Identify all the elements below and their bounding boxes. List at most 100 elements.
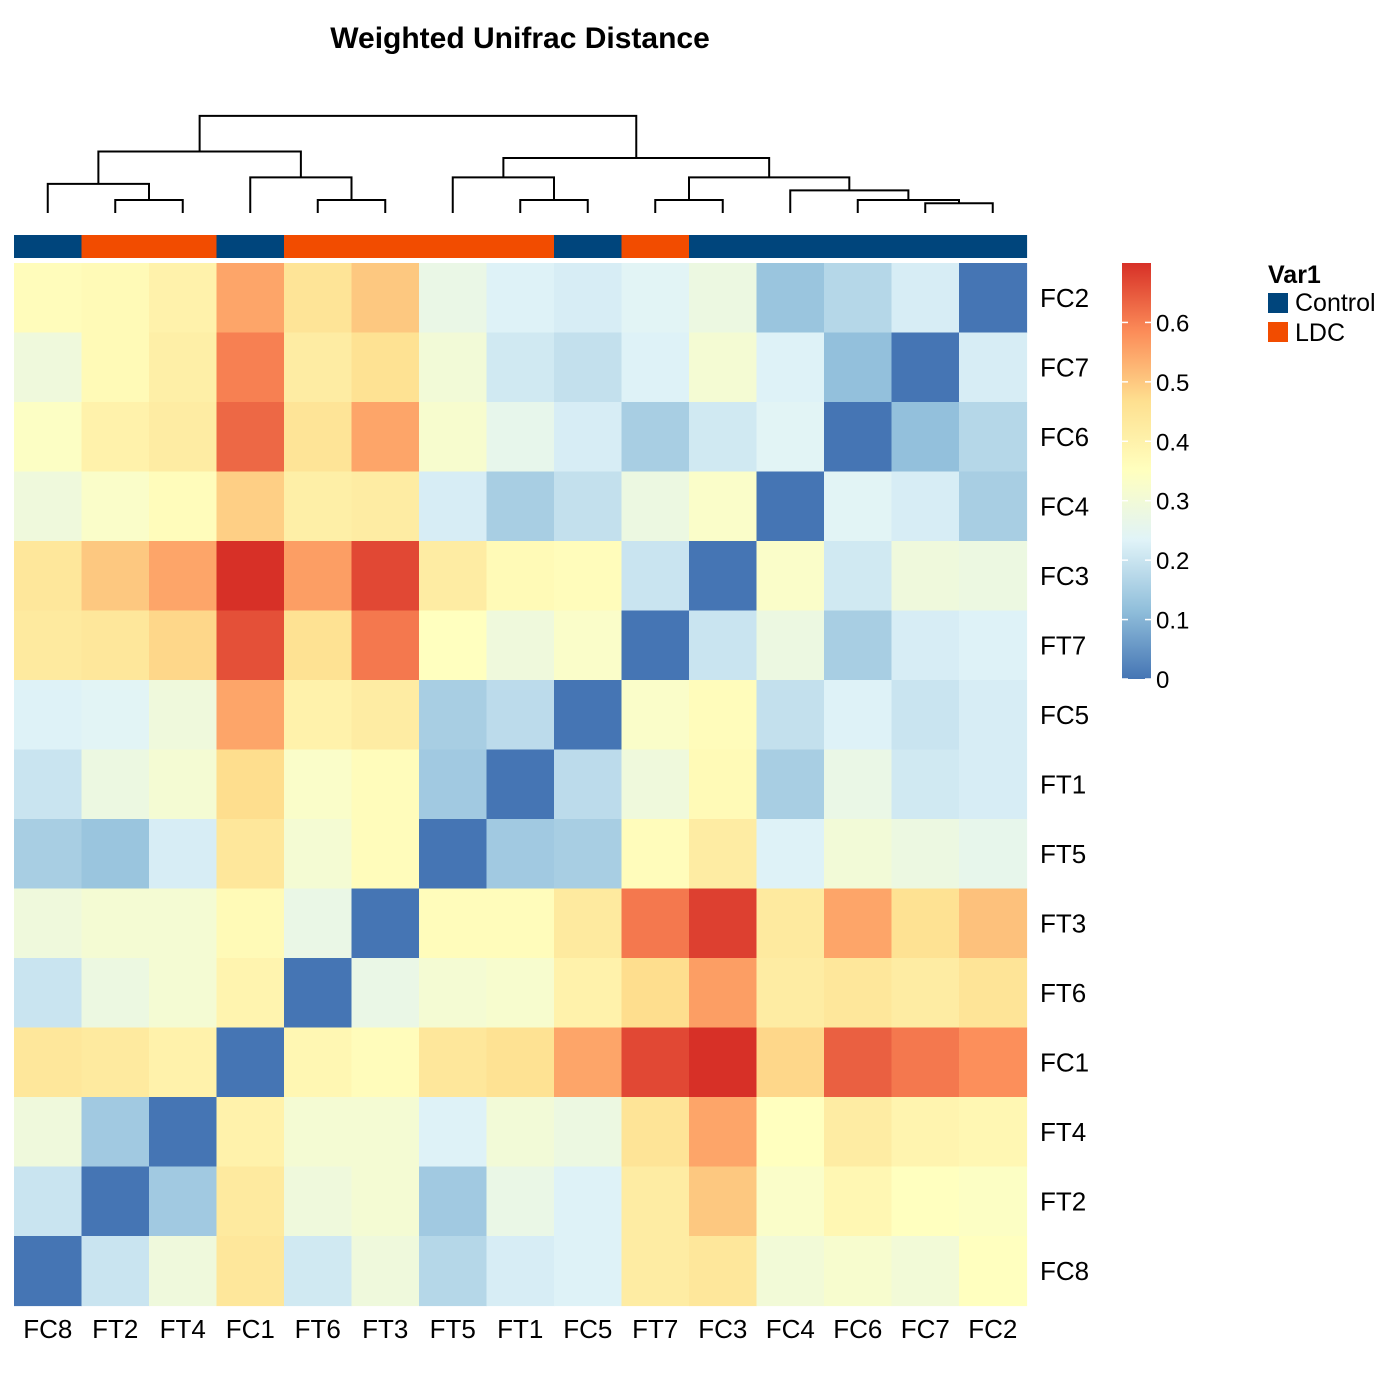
heatmap-cell <box>824 402 893 473</box>
heatmap-cell <box>756 680 825 751</box>
heatmap-cell <box>756 610 825 681</box>
heatmap-cell <box>149 610 218 681</box>
dendrogram-branch <box>856 199 960 213</box>
heatmap-cell <box>81 471 150 542</box>
heatmap-cell <box>284 888 353 959</box>
dendrogram-branch <box>654 199 724 213</box>
heatmap-cell <box>284 1097 353 1168</box>
heatmap-cell <box>14 888 83 959</box>
row-labels: FC2 FC7 FC6 FC4 FC3 FT7 FC5 FT1 FT5 FT3 FT6 FC1 FT4 F… <box>1040 283 1089 1286</box>
heatmap-cell <box>216 1166 285 1237</box>
heatmap-cell <box>959 680 1028 751</box>
heatmap-cell <box>486 1166 555 1237</box>
heatmap-cell <box>486 958 555 1029</box>
heatmap-cell <box>351 958 420 1029</box>
column-label: FC7 <box>901 1314 950 1344</box>
color-scale-legend: 0 0.1 0.2 0.3 0.4 0.5 0.6 <box>1122 263 1189 694</box>
heatmap-cell <box>216 402 285 473</box>
column-label: FC4 <box>766 1314 815 1344</box>
dendrogram-branch <box>97 150 302 184</box>
heatmap-cell <box>81 749 150 820</box>
heatmap-cell <box>351 680 420 751</box>
heatmap-cell <box>959 541 1028 612</box>
heatmap-cell <box>149 1097 218 1168</box>
heatmap-cell <box>419 541 488 612</box>
heatmap-cell <box>756 749 825 820</box>
heatmap-cell <box>891 471 960 542</box>
heatmap-cell <box>419 471 488 542</box>
heatmap-cell <box>824 958 893 1029</box>
heatmap-cell <box>621 541 690 612</box>
heatmap-cell <box>486 402 555 473</box>
heatmap-cell <box>14 680 83 751</box>
legend-label-control: Control <box>1295 289 1376 317</box>
heatmap-cell <box>419 958 488 1029</box>
heatmap-cell <box>149 471 218 542</box>
heatmap-cell <box>14 1097 83 1168</box>
heatmap-cell <box>216 471 285 542</box>
heatmap-cell <box>756 819 825 890</box>
heatmap-cell <box>756 1166 825 1237</box>
annotation-cell <box>81 235 150 258</box>
heatmap-cell <box>891 819 960 890</box>
row-label: FT1 <box>1040 769 1086 799</box>
heatmap-cell <box>891 402 960 473</box>
legend-label-ldc: LDC <box>1295 319 1345 347</box>
column-label: FT5 <box>430 1314 476 1344</box>
annotation-legend-title: Var1 <box>1268 261 1321 289</box>
heatmap-cell <box>351 1097 420 1168</box>
heatmap-cell <box>149 541 218 612</box>
heatmap-cell <box>351 402 420 473</box>
heatmap-cell <box>689 332 758 403</box>
heatmap-cell <box>959 1166 1028 1237</box>
dendrogram-branch <box>502 156 771 178</box>
heatmap-cells <box>14 263 1028 1307</box>
heatmap-cell <box>959 1236 1028 1307</box>
heatmap-cell <box>891 1166 960 1237</box>
heatmap-cell <box>824 819 893 890</box>
heatmap-cell <box>419 1166 488 1237</box>
heatmap-cell <box>81 1236 150 1307</box>
column-dendrogram <box>46 114 994 213</box>
heatmap-cell <box>554 958 623 1029</box>
heatmap-cell <box>419 1027 488 1098</box>
heatmap-cell <box>891 1236 960 1307</box>
heatmap-cell <box>689 1236 758 1307</box>
heatmap-cell <box>959 402 1028 473</box>
column-label: FT4 <box>160 1314 206 1344</box>
heatmap-cell <box>149 680 218 751</box>
column-label: FC5 <box>563 1314 612 1344</box>
heatmap-cell <box>14 1236 83 1307</box>
scale-tick-label: 0.2 <box>1156 548 1189 575</box>
heatmap-cell <box>891 263 960 334</box>
heatmap-cell <box>891 888 960 959</box>
heatmap-cell <box>419 263 488 334</box>
heatmap-cell <box>419 1236 488 1307</box>
dendrogram-branch <box>519 199 589 213</box>
heatmap-cell <box>216 1236 285 1307</box>
heatmap-cell <box>689 958 758 1029</box>
heatmap-cell <box>689 1166 758 1237</box>
heatmap-cell <box>689 888 758 959</box>
row-label: FC5 <box>1040 700 1089 730</box>
heatmap-cell <box>284 402 353 473</box>
dendrogram-branch <box>198 114 638 158</box>
heatmap-cell <box>689 1097 758 1168</box>
heatmap-cell <box>689 819 758 890</box>
heatmap-cell <box>554 819 623 890</box>
heatmap-cell <box>216 263 285 334</box>
heatmap-cell <box>959 332 1028 403</box>
heatmap-cell <box>14 332 83 403</box>
heatmap-cell <box>284 680 353 751</box>
dendrogram-branch <box>924 202 994 213</box>
heatmap-cell <box>891 1097 960 1168</box>
scale-tick-label: 0.1 <box>1156 608 1189 635</box>
heatmap-cell <box>959 958 1028 1029</box>
heatmap-cell <box>756 1097 825 1168</box>
heatmap-cell <box>689 680 758 751</box>
heatmap-cell <box>891 749 960 820</box>
heatmap-cell <box>621 1027 690 1098</box>
heatmap-cell <box>486 888 555 959</box>
row-label: FC2 <box>1040 283 1089 313</box>
heatmap-cell <box>554 749 623 820</box>
